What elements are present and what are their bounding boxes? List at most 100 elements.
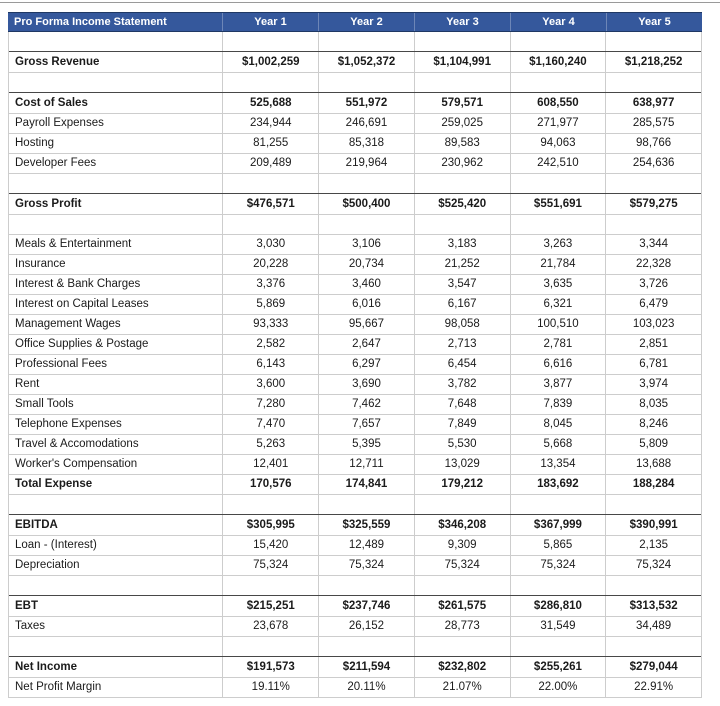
column-header-year-4: Year 4 (510, 13, 606, 31)
cell-year-5: 103,023 (605, 315, 701, 334)
row-spacer (9, 73, 701, 93)
row-label: Loan - (Interest) (15, 539, 97, 551)
cell-year-2: 5,395 (318, 435, 414, 454)
cell-year-3 (413, 215, 510, 234)
row-label: Management Wages (15, 318, 121, 330)
cell-year-1 (222, 174, 318, 193)
row-insurance: Insurance 20,228 20,734 21,252 21,784 22,328 (9, 255, 701, 275)
row-label: Gross Profit (15, 198, 82, 210)
cell-year-2: 3,106 (318, 235, 414, 254)
row-label: Interest & Bank Charges (15, 278, 141, 290)
cell-year-1: $305,995 (222, 515, 318, 535)
cell-year-4: 7,839 (509, 395, 606, 414)
cell-year-3 (413, 576, 510, 595)
cell-year-4: 6,616 (509, 355, 606, 374)
cell-year-1: 81,255 (222, 134, 318, 153)
row-label: Developer Fees (15, 157, 97, 169)
cell-year-3: $346,208 (413, 515, 510, 535)
cell-year-2: 20.11% (318, 678, 414, 697)
row-gross-revenue: Gross Revenue $1,002,259 $1,052,372 $1,104,… (9, 51, 701, 73)
cell-year-1 (222, 495, 318, 514)
cell-year-5: 3,344 (605, 235, 701, 254)
cell-year-5 (605, 576, 701, 595)
cell-year-5: 2,135 (605, 536, 701, 555)
cell-year-1: 234,944 (222, 114, 318, 133)
cell-year-3: 7,849 (413, 415, 510, 434)
row-payroll-expenses: Payroll Expenses 234,944 246,691 259,025 271… (9, 114, 701, 134)
row-label: EBT (15, 600, 38, 612)
cell-year-5: 75,324 (605, 556, 701, 575)
cell-year-5: 3,726 (605, 275, 701, 294)
row-label: Payroll Expenses (15, 117, 104, 129)
row-developer-fees: Developer Fees 209,489 219,964 230,962 242,5… (9, 154, 701, 174)
row-label: Hosting (15, 137, 54, 149)
cell-year-5 (605, 637, 701, 656)
row-label: Net Income (15, 661, 77, 673)
table-body: Gross Revenue $1,002,259 $1,052,372 $1,104,… (8, 32, 702, 698)
cell-year-1: $476,571 (222, 194, 318, 214)
cell-year-2: 12,711 (318, 455, 414, 474)
row-label: Office Supplies & Postage (15, 338, 149, 350)
cell-year-4: 5,865 (509, 536, 606, 555)
cell-year-2: 20,734 (318, 255, 414, 274)
cell-year-2: $325,559 (318, 515, 414, 535)
row-spacer (9, 576, 701, 596)
cell-year-2: 3,690 (318, 375, 414, 394)
row-label: Insurance (15, 258, 66, 270)
cell-year-5: 8,035 (605, 395, 701, 414)
cell-year-3: 3,183 (413, 235, 510, 254)
cell-year-2: 12,489 (318, 536, 414, 555)
cell-year-1: 6,143 (222, 355, 318, 374)
cell-year-4 (509, 73, 606, 92)
cell-year-4: 3,877 (509, 375, 606, 394)
cell-year-1: 19.11% (222, 678, 318, 697)
row-net-profit-margin: Net Profit Margin 19.11% 20.11% 21.07% 22.00… (9, 678, 701, 698)
cell-year-1: 3,600 (222, 375, 318, 394)
cell-year-1: 5,869 (222, 295, 318, 314)
column-header-year-5: Year 5 (606, 13, 702, 31)
cell-year-2 (318, 73, 414, 92)
cell-year-5: 638,977 (605, 93, 701, 113)
cell-year-3: 7,648 (413, 395, 510, 414)
cell-year-4 (509, 32, 606, 51)
row-interest-bank-charges: Interest & Bank Charges 3,376 3,460 3,547 3,… (9, 275, 701, 295)
row-small-tools: Small Tools 7,280 7,462 7,648 7,839 8,035 (9, 395, 701, 415)
cell-year-3: 179,212 (413, 475, 510, 494)
cell-year-2: 6,016 (318, 295, 414, 314)
cell-year-5: 2,851 (605, 335, 701, 354)
row-spacer (9, 32, 701, 52)
row-rent: Rent 3,600 3,690 3,782 3,877 3,974 (9, 375, 701, 395)
row-label: Worker's Compensation (15, 458, 138, 470)
cell-year-3: 6,454 (413, 355, 510, 374)
cell-year-3 (413, 32, 510, 51)
cell-year-4: 5,668 (509, 435, 606, 454)
row-management-wages: Management Wages 93,333 95,667 98,058 100,51… (9, 315, 701, 335)
row-label: Depreciation (15, 559, 80, 571)
cell-year-2 (318, 215, 414, 234)
cell-year-3: 75,324 (413, 556, 510, 575)
cell-year-4 (509, 576, 606, 595)
cell-year-1: 3,030 (222, 235, 318, 254)
row-label: Total Expense (15, 478, 93, 490)
row-spacer (9, 637, 701, 657)
cell-year-2: 75,324 (318, 556, 414, 575)
cell-year-3: 3,547 (413, 275, 510, 294)
cell-year-2: 6,297 (318, 355, 414, 374)
cell-year-5: $1,218,252 (605, 52, 701, 72)
row-telephone-expenses: Telephone Expenses 7,470 7,657 7,849 8,045 8,… (9, 415, 701, 435)
row-label: Cost of Sales (15, 97, 88, 109)
cell-year-3: 3,782 (413, 375, 510, 394)
row-travel-accomodations: Travel & Accomodations 5,263 5,395 5,530 5,6… (9, 435, 701, 455)
cell-year-4: 13,354 (509, 455, 606, 474)
cell-year-4: $551,691 (509, 194, 606, 214)
column-header-year-2: Year 2 (318, 13, 414, 31)
cell-year-2: 3,460 (318, 275, 414, 294)
cell-year-3 (413, 637, 510, 656)
cell-year-2: 85,318 (318, 134, 414, 153)
row-label: Professional Fees (15, 358, 108, 370)
cell-year-4 (509, 174, 606, 193)
cell-year-3: 6,167 (413, 295, 510, 314)
cell-year-4: $255,261 (509, 657, 606, 677)
row-worker-s-compensation: Worker's Compensation 12,401 12,711 13,029 1… (9, 455, 701, 475)
